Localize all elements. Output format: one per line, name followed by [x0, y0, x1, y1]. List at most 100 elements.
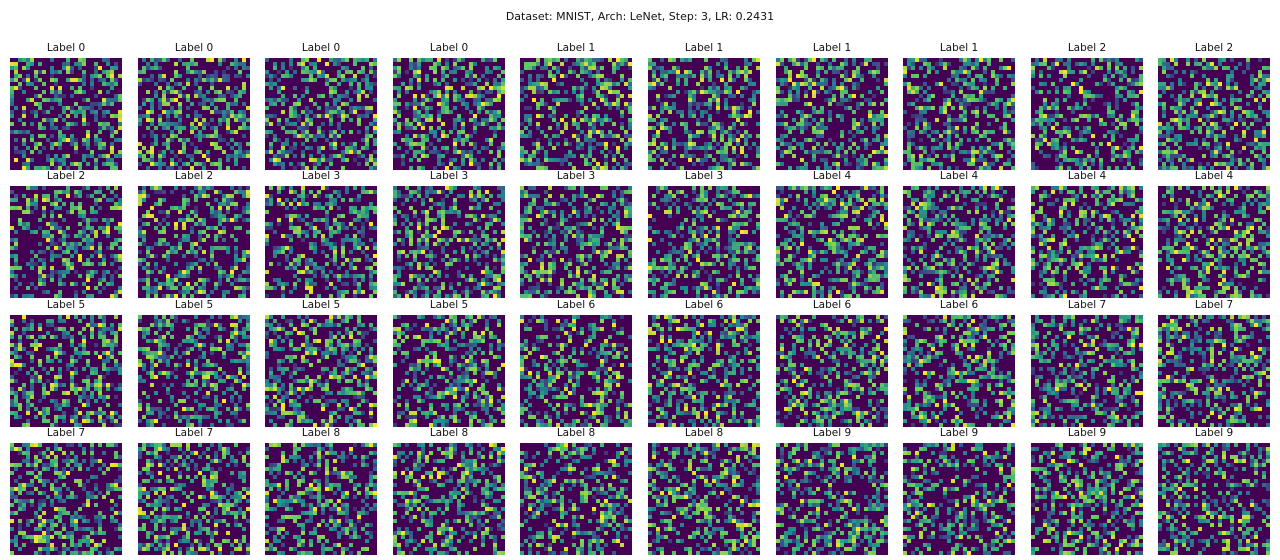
noise-heatmap [10, 186, 122, 298]
image-panel: Label 7 [10, 426, 122, 555]
panel-label: Label 9 [812, 427, 852, 439]
noise-heatmap [520, 58, 632, 170]
image-panel: Label 1 [520, 41, 632, 170]
image-panel: Label 9 [903, 426, 1015, 555]
noise-heatmap [776, 443, 888, 555]
noise-heatmap [138, 186, 250, 298]
noise-heatmap [520, 443, 632, 555]
panel-label: Label 0 [174, 42, 214, 54]
image-panel: Label 5 [138, 298, 250, 427]
noise-heatmap [776, 315, 888, 427]
panel-label: Label 0 [46, 42, 86, 54]
panel-label: Label 5 [46, 299, 86, 311]
image-panel: Label 3 [648, 169, 760, 298]
image-panel: Label 2 [10, 169, 122, 298]
image-panel: Label 4 [1031, 169, 1143, 298]
panel-label: Label 5 [429, 299, 469, 311]
image-panel: Label 7 [138, 426, 250, 555]
image-panel: Label 6 [520, 298, 632, 427]
noise-heatmap [520, 186, 632, 298]
noise-heatmap [903, 315, 1015, 427]
noise-heatmap [648, 315, 760, 427]
panel-label: Label 3 [301, 170, 341, 182]
noise-heatmap [1158, 186, 1270, 298]
image-panel: Label 0 [265, 41, 377, 170]
panel-label: Label 1 [684, 42, 724, 54]
panel-label: Label 2 [1194, 42, 1234, 54]
image-panel: Label 0 [10, 41, 122, 170]
image-panel: Label 1 [776, 41, 888, 170]
image-panel: Label 4 [776, 169, 888, 298]
image-panel: Label 5 [10, 298, 122, 427]
panel-label: Label 2 [46, 170, 86, 182]
panel-label: Label 1 [556, 42, 596, 54]
noise-heatmap [393, 186, 505, 298]
panel-label: Label 5 [301, 299, 341, 311]
panel-label: Label 7 [1067, 299, 1107, 311]
figure-title: Dataset: MNIST, Arch: LeNet, Step: 3, LR… [505, 10, 775, 23]
panel-label: Label 5 [174, 299, 214, 311]
image-panel: Label 7 [1158, 298, 1270, 427]
panel-label: Label 7 [1194, 299, 1234, 311]
image-panel: Label 4 [903, 169, 1015, 298]
panel-label: Label 3 [684, 170, 724, 182]
image-panel: Label 8 [520, 426, 632, 555]
panel-label: Label 8 [301, 427, 341, 439]
panel-label: Label 9 [939, 427, 979, 439]
panel-label: Label 2 [174, 170, 214, 182]
panel-label: Label 9 [1194, 427, 1234, 439]
panel-label: Label 8 [429, 427, 469, 439]
panel-label: Label 2 [1067, 42, 1107, 54]
noise-heatmap [10, 58, 122, 170]
noise-heatmap [776, 186, 888, 298]
panel-label: Label 3 [429, 170, 469, 182]
noise-heatmap [903, 186, 1015, 298]
noise-heatmap [648, 186, 760, 298]
image-panel: Label 5 [393, 298, 505, 427]
panel-label: Label 3 [556, 170, 596, 182]
panel-label: Label 0 [301, 42, 341, 54]
image-panel: Label 2 [1031, 41, 1143, 170]
image-panel: Label 4 [1158, 169, 1270, 298]
image-panel: Label 0 [138, 41, 250, 170]
noise-heatmap [393, 443, 505, 555]
noise-heatmap [393, 315, 505, 427]
noise-heatmap [648, 443, 760, 555]
panel-label: Label 7 [46, 427, 86, 439]
image-panel: Label 6 [776, 298, 888, 427]
image-panel: Label 9 [1031, 426, 1143, 555]
image-panel: Label 1 [903, 41, 1015, 170]
panel-label: Label 4 [1194, 170, 1234, 182]
panel-label: Label 6 [812, 299, 852, 311]
panel-label: Label 1 [939, 42, 979, 54]
noise-heatmap [138, 443, 250, 555]
panel-label: Label 6 [684, 299, 724, 311]
panel-label: Label 4 [812, 170, 852, 182]
noise-heatmap [776, 58, 888, 170]
image-panel: Label 3 [393, 169, 505, 298]
noise-heatmap [1031, 58, 1143, 170]
image-panel: Label 6 [648, 298, 760, 427]
image-panel: Label 8 [648, 426, 760, 555]
panel-label: Label 1 [812, 42, 852, 54]
noise-heatmap [903, 58, 1015, 170]
image-panel: Label 3 [265, 169, 377, 298]
image-panel: Label 6 [903, 298, 1015, 427]
panel-label: Label 8 [556, 427, 596, 439]
noise-heatmap [1031, 186, 1143, 298]
noise-heatmap [265, 443, 377, 555]
noise-heatmap [1158, 443, 1270, 555]
panel-label: Label 9 [1067, 427, 1107, 439]
panel-label: Label 6 [556, 299, 596, 311]
panel-label: Label 8 [684, 427, 724, 439]
image-panel: Label 7 [1031, 298, 1143, 427]
image-panel: Label 5 [265, 298, 377, 427]
image-panel: Label 2 [1158, 41, 1270, 170]
noise-heatmap [1031, 443, 1143, 555]
noise-heatmap [1031, 315, 1143, 427]
image-panel: Label 0 [393, 41, 505, 170]
image-panel: Label 2 [138, 169, 250, 298]
noise-heatmap [138, 58, 250, 170]
noise-heatmap [10, 315, 122, 427]
